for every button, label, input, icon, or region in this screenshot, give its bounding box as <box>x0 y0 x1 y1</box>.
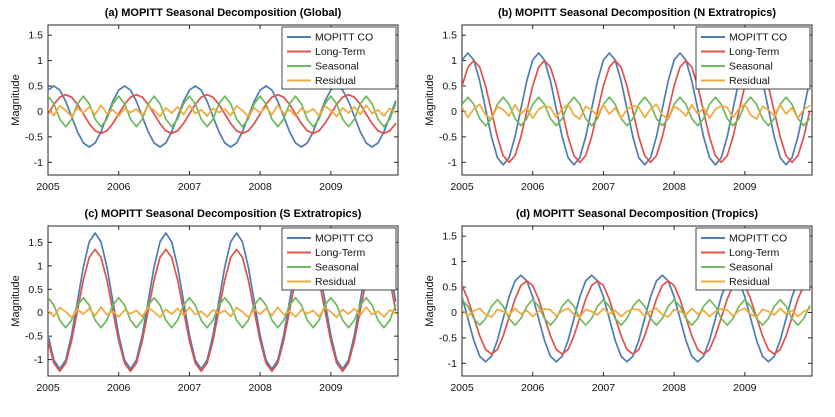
x-tick-label: 2008 <box>662 382 686 394</box>
series-line-residual <box>48 104 397 118</box>
legend-label: MOPITT CO <box>315 233 373 245</box>
x-tick-label: 2008 <box>248 382 272 394</box>
y-tick-label: 0.5 <box>442 81 457 93</box>
y-tick-label: -0.5 <box>439 131 457 143</box>
x-tick-label: 2007 <box>592 181 616 193</box>
legend: MOPITT CO Long-Term Seasonal Residual <box>695 227 811 291</box>
x-tick-label: 2006 <box>521 181 545 193</box>
panel-a-title: (a) MOPITT Seasonal Decomposition (Globa… <box>104 7 342 19</box>
legend: MOPITT CO Long-Term Seasonal Residual <box>281 26 397 90</box>
y-tick-label: 1.5 <box>442 30 457 42</box>
y-axis-title: Magnitude <box>10 74 22 125</box>
y-tick-label: 1 <box>451 55 457 67</box>
legend-label: Long-Term <box>729 46 779 58</box>
legend-label: Long-Term <box>729 247 779 259</box>
panel-a: (a) MOPITT Seasonal Decomposition (Globa… <box>8 6 408 199</box>
legend: MOPITT CO Long-Term Seasonal Residual <box>281 227 397 291</box>
panel-a-plot: 2005 2006 2007 2008 2009 -1 -0.5 0 0.5 1 1.5 Magnit… <box>10 24 399 193</box>
x-tick-label: 2005 <box>36 181 60 193</box>
series-line-mopitt-co <box>48 232 397 370</box>
y-axis-title: Magnitude <box>10 275 22 326</box>
figure-grid: (a) MOPITT Seasonal Decomposition (Globa… <box>8 6 822 400</box>
y-axis-title: Magnitude <box>424 275 436 326</box>
axes-box <box>47 225 399 377</box>
y-tick-label: -1 <box>34 157 43 169</box>
axes-box <box>47 24 399 176</box>
y-tick-label: 0 <box>37 106 43 118</box>
y-tick-label: -1 <box>448 358 457 370</box>
y-axis-title: Magnitude <box>424 74 436 125</box>
x-tick-label: 2005 <box>450 382 474 394</box>
panel-c: (c) MOPITT Seasonal Decomposition (S Ext… <box>8 207 408 400</box>
x-tick-label: 2009 <box>319 382 343 394</box>
y-tick-label: 1.5 <box>28 30 43 42</box>
legend-label: Residual <box>315 276 356 288</box>
panel-c-title: (c) MOPITT Seasonal Decomposition (S Ext… <box>84 208 362 220</box>
legend-label: MOPITT CO <box>729 32 787 44</box>
y-tick-label: 0.5 <box>28 284 43 296</box>
legend-label: Long-Term <box>315 247 365 259</box>
legend-label: Seasonal <box>729 262 773 274</box>
axes-box <box>461 24 813 176</box>
y-tick-label: 0 <box>451 307 457 319</box>
series-line-residual <box>462 307 811 318</box>
legend-label: Residual <box>729 75 770 87</box>
x-tick-label: 2007 <box>592 382 616 394</box>
x-tick-label: 2006 <box>107 382 131 394</box>
x-tick-label: 2005 <box>450 181 474 193</box>
y-tick-label: -1 <box>448 157 457 169</box>
series-line-long-term <box>48 93 397 135</box>
y-tick-label: -0.5 <box>25 331 43 343</box>
panel-d-plot: 2005 2006 2007 2008 2009 -1 -0.5 0 0.5 1 1.5 Magnit… <box>424 225 813 394</box>
legend-label: MOPITT CO <box>729 233 787 245</box>
panel-b-title: (b) MOPITT Seasonal Decomposition (N Ext… <box>497 7 777 19</box>
panel-d: (d) MOPITT Seasonal Decomposition (Tropi… <box>422 207 822 400</box>
legend-label: Seasonal <box>315 61 359 73</box>
x-tick-label: 2005 <box>36 382 60 394</box>
series-line-residual <box>48 306 397 319</box>
x-tick-label: 2006 <box>521 382 545 394</box>
series-line-residual <box>462 103 811 120</box>
panel-b-plot: 2005 2006 2007 2008 2009 -1 -0.5 0 0.5 1 1.5 Magnit… <box>424 24 813 193</box>
x-tick-label: 2008 <box>662 181 686 193</box>
x-tick-label: 2009 <box>733 181 757 193</box>
y-tick-label: -0.5 <box>25 131 43 143</box>
y-tick-label: 1.5 <box>442 231 457 243</box>
y-tick-label: -0.5 <box>439 332 457 344</box>
series-line-seasonal <box>48 95 397 128</box>
axes-box <box>461 225 813 377</box>
legend-label: Residual <box>729 276 770 288</box>
x-tick-label: 2008 <box>248 181 272 193</box>
series-line-long-term <box>462 280 811 355</box>
y-tick-label: 0.5 <box>28 81 43 93</box>
x-tick-label: 2009 <box>733 382 757 394</box>
legend-label: Seasonal <box>315 262 359 274</box>
y-tick-label: 1 <box>451 256 457 268</box>
panel-c-plot: 2005 2006 2007 2008 2009 -1 -0.5 0 0.5 1 1.5 Magnit… <box>10 225 399 394</box>
y-tick-label: -1 <box>34 354 43 366</box>
legend: MOPITT CO Long-Term Seasonal Residual <box>695 26 811 90</box>
series-line-long-term <box>48 248 397 373</box>
x-tick-label: 2007 <box>178 382 202 394</box>
x-tick-label: 2009 <box>319 181 343 193</box>
y-tick-label: 1 <box>37 55 43 67</box>
series-line-seasonal <box>48 296 397 329</box>
y-tick-label: 0 <box>451 106 457 118</box>
series-line-seasonal <box>462 298 811 327</box>
y-tick-label: 1.5 <box>28 237 43 249</box>
y-tick-label: 0.5 <box>442 282 457 294</box>
y-tick-label: 1 <box>37 260 43 272</box>
series-line-seasonal <box>462 96 811 127</box>
x-tick-label: 2006 <box>107 181 131 193</box>
x-tick-label: 2007 <box>178 181 202 193</box>
legend-label: Residual <box>315 75 356 87</box>
series-line-mopitt-co <box>48 85 397 148</box>
panel-d-title: (d) MOPITT Seasonal Decomposition (Tropi… <box>515 208 759 220</box>
legend-label: Seasonal <box>729 61 773 73</box>
series-line-mopitt-co <box>462 274 811 363</box>
legend-label: Long-Term <box>315 46 365 58</box>
y-tick-label: 0 <box>37 307 43 319</box>
panel-b: (b) MOPITT Seasonal Decomposition (N Ext… <box>422 6 822 199</box>
legend-label: MOPITT CO <box>315 32 373 44</box>
